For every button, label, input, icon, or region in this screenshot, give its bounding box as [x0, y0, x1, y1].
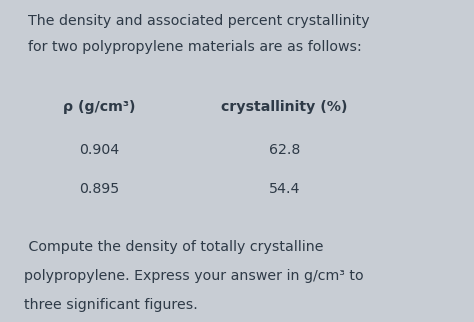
Text: 54.4: 54.4: [269, 182, 300, 196]
Text: three significant figures.: three significant figures.: [24, 298, 198, 312]
Text: 62.8: 62.8: [269, 143, 300, 157]
Text: Compute the density of totally crystalline: Compute the density of totally crystalli…: [24, 240, 323, 254]
Text: ρ (g/cm³): ρ (g/cm³): [64, 100, 136, 114]
Text: crystallinity (%): crystallinity (%): [221, 100, 347, 114]
Text: polypropylene. Express your answer in g/cm³ to: polypropylene. Express your answer in g/…: [24, 269, 364, 283]
Text: 0.895: 0.895: [80, 182, 119, 196]
Text: 0.904: 0.904: [80, 143, 119, 157]
Text: for two polypropylene materials are as follows:: for two polypropylene materials are as f…: [28, 40, 362, 54]
Text: The density and associated percent crystallinity: The density and associated percent cryst…: [28, 14, 370, 28]
